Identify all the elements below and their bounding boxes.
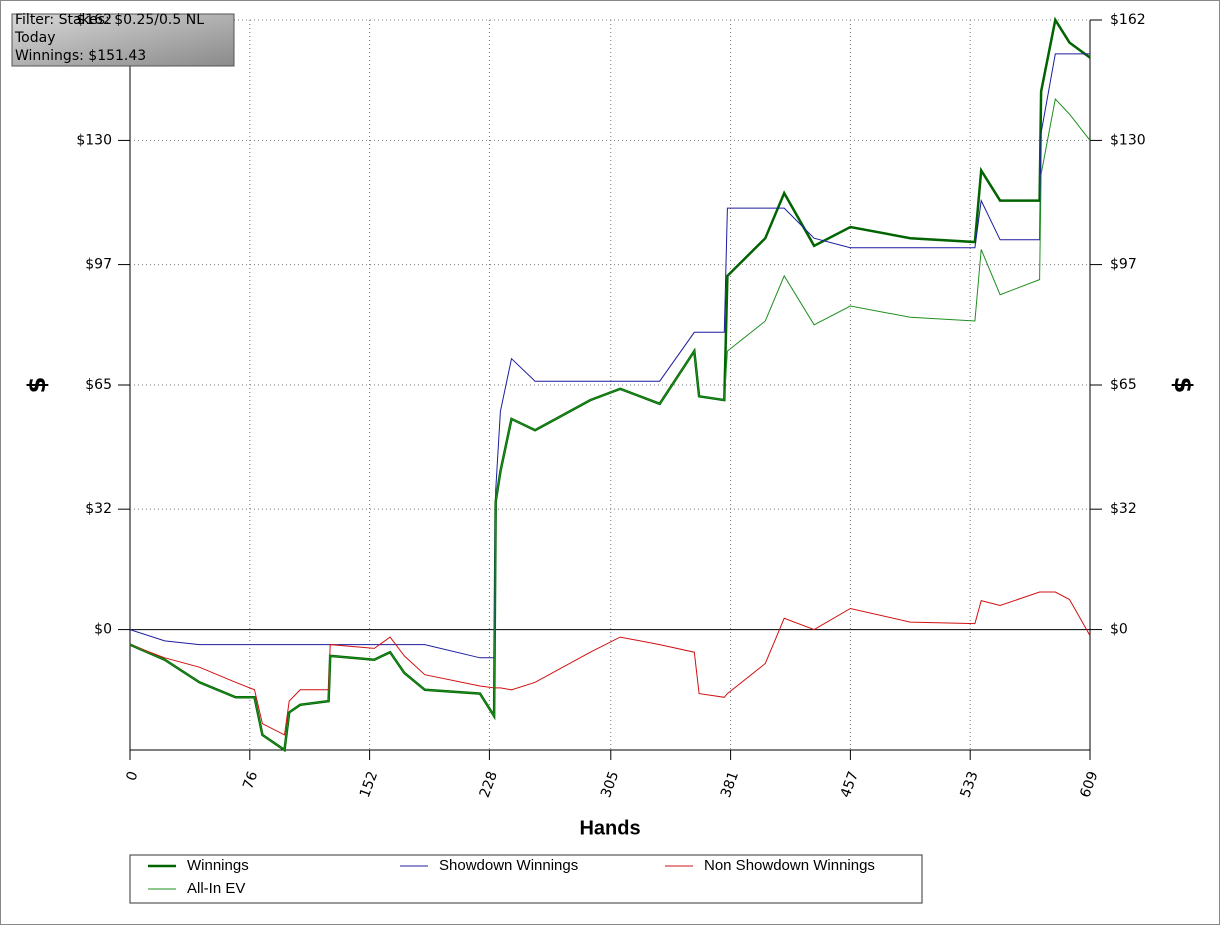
y-tick-label: $97 [85, 257, 112, 273]
y2-tick-label: $97 [1110, 257, 1137, 273]
y-tick-label: $0 [94, 622, 112, 638]
y2-tick-label: $0 [1110, 622, 1128, 638]
series-line [129, 591, 1091, 736]
info-line: Today [14, 30, 56, 46]
y-axis-label: $ [23, 377, 51, 394]
legend-label: Non Showdown Winnings [704, 857, 875, 874]
y2-tick-label: $65 [1110, 377, 1137, 393]
legend-label: Winnings [187, 857, 249, 874]
info-line: Winnings: $151.43 [15, 48, 146, 64]
y2-tick-label: $162 [1110, 12, 1146, 28]
series-line [129, 97, 1091, 751]
x-tick-label: 76 [240, 769, 261, 791]
y2-tick-label: $130 [1110, 132, 1146, 148]
legend-label: Showdown Winnings [439, 857, 578, 874]
legend-label: All-In EV [187, 880, 245, 897]
x-axis-label: Hands [579, 817, 640, 839]
info-box [11, 13, 235, 67]
y-tick-label: $162 [76, 12, 112, 28]
info-line: Filter: Stakes: $0.25/0.5 NL [15, 12, 204, 28]
y-tick-label: $130 [76, 132, 112, 148]
y-tick-label: $65 [85, 377, 112, 393]
y2-axis-label: $ [1169, 377, 1197, 394]
series-line [129, 53, 1090, 659]
y2-tick-label: $32 [1110, 501, 1137, 517]
y-tick-label: $32 [85, 501, 112, 517]
legend [129, 854, 923, 904]
